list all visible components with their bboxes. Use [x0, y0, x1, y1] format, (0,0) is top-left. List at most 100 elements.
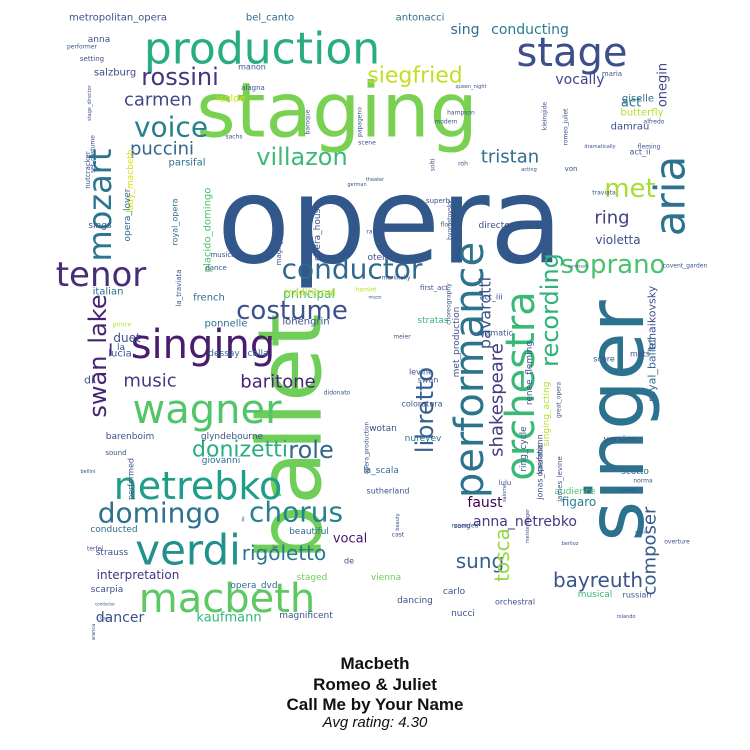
- cloud-word: operatic: [536, 444, 545, 477]
- cloud-word: salzburg: [94, 68, 136, 79]
- cloud-word: act: [621, 96, 641, 111]
- cloud-word: didonato: [324, 390, 351, 397]
- cloud-word: domingo: [98, 497, 221, 530]
- cloud-word: fleming: [638, 144, 661, 151]
- cloud-word: theater: [366, 177, 385, 183]
- cloud-word: duet: [113, 331, 141, 345]
- cloud-word: magnificent: [279, 611, 333, 621]
- cloud-word: ponnelle: [204, 319, 247, 330]
- cloud-word: giselle: [622, 94, 654, 105]
- cloud-word: great_opera: [556, 382, 563, 419]
- cloud-word: musical: [578, 590, 613, 600]
- cloud-word: libretto: [411, 367, 439, 453]
- cloud-word: score: [593, 355, 615, 364]
- cloud-word: shakespeare: [487, 343, 508, 457]
- cloud-word: mezzo: [368, 295, 382, 300]
- cloud-word: norma: [633, 478, 653, 485]
- cloud-word: anna: [88, 35, 110, 45]
- cloud-word: act_ii: [630, 148, 651, 157]
- cloud-word: coloratura: [402, 400, 443, 409]
- cloud-word: voice: [134, 111, 208, 144]
- cloud-word: choreography: [446, 283, 453, 325]
- cloud-word: florez: [441, 222, 458, 229]
- cloud-word: opera_lover: [123, 188, 133, 241]
- cloud-word: costume: [236, 296, 348, 326]
- cloud-word: role: [288, 436, 333, 464]
- cloud-word: alagna: [241, 84, 265, 92]
- cloud-word: conductor: [95, 602, 115, 607]
- cloud-word: chorus: [249, 496, 343, 529]
- cloud-word: alfredo: [644, 119, 665, 126]
- cloud-word: maria: [602, 70, 622, 78]
- cloud-word: romeo_juliet: [563, 108, 570, 146]
- cloud-word: renee_fleming: [525, 341, 535, 405]
- cloud-word: antonacci: [396, 13, 445, 24]
- cloud-word: siegfried: [367, 64, 462, 89]
- cloud-word: lucia: [108, 349, 132, 360]
- cloud-word: orchestra: [498, 291, 544, 480]
- cloud-word: opera_house: [313, 203, 323, 261]
- cloud-word: tchaikovsky: [646, 285, 659, 350]
- cloud-word: metropolitan_opera: [69, 13, 167, 24]
- cloud-word: sing: [451, 22, 480, 38]
- cloud-word: conducted: [90, 525, 137, 535]
- cloud-word: kaufmann: [196, 611, 261, 626]
- cloud-word: acting: [521, 167, 537, 173]
- cloud-word: hvorostovsky: [447, 200, 454, 240]
- cloud-word: lohengrin: [282, 317, 329, 328]
- cloud-word: overture: [664, 539, 690, 546]
- cloud-word: carlo: [443, 587, 466, 597]
- cloud-word: swan_lake: [84, 294, 112, 417]
- cloud-word: orchestral: [495, 598, 535, 607]
- cloud-word: garanca: [91, 624, 97, 640]
- cloud-word: placido_domingo: [203, 188, 214, 273]
- cloud-word: stage: [516, 30, 627, 76]
- cloud-word: soprano: [561, 250, 666, 280]
- cloud-word: dessay: [208, 349, 240, 359]
- cloud-word: royal_opera: [171, 198, 180, 245]
- cloud-word: dance: [205, 264, 226, 272]
- cloud-word: de: [344, 557, 354, 566]
- cloud-word: carmen: [124, 90, 192, 111]
- cloud-word: aria: [646, 156, 695, 236]
- cloud-word: opera: [217, 153, 563, 292]
- cloud-word: eurotrash: [568, 264, 588, 269]
- cloud-word: composer: [640, 506, 661, 595]
- caption-title-3: Call Me by Your Name: [286, 695, 464, 714]
- cloud-word: james_levine: [556, 456, 564, 503]
- cloud-word: covent_garden: [663, 263, 708, 270]
- cloud-word: sang: [454, 522, 471, 530]
- cloud-word: levine: [409, 368, 433, 377]
- cloud-word: dancer: [96, 610, 145, 626]
- cloud-word: recording: [536, 253, 564, 367]
- cloud-word: lulu: [499, 479, 512, 487]
- cloud-word: la_scala: [363, 466, 399, 476]
- cloud-word: hamlet: [355, 287, 377, 294]
- cloud-word: scene: [358, 140, 376, 147]
- cloud-word: beautiful: [289, 527, 329, 537]
- cloud-word: anna_netrebko: [473, 514, 577, 530]
- cloud-word: staged: [297, 573, 328, 583]
- cloud-word: la: [117, 343, 125, 353]
- cloud-word: dramatic: [477, 329, 513, 338]
- cloud-word: sutherland: [367, 487, 410, 496]
- cloud-word: set_costume: [90, 135, 97, 173]
- cloud-word: singing: [131, 322, 276, 368]
- cloud-word: violetta: [595, 233, 640, 247]
- cloud-word: nutcracker: [84, 151, 92, 189]
- cloud-word: wagner: [132, 387, 282, 433]
- cloud-word: setting: [80, 55, 104, 63]
- cloud-word: bellini: [81, 469, 96, 475]
- cloud-word: barenboim: [106, 432, 154, 442]
- cloud-word: version: [604, 435, 637, 445]
- cloud-word: papageno: [357, 107, 364, 137]
- cloud-word: la_traviata: [175, 269, 183, 306]
- cloud-word: sung: [456, 549, 504, 573]
- cloud-word: solti: [430, 158, 437, 171]
- cloud-word: vocal: [333, 532, 367, 547]
- cloud-word: glyndebourne: [201, 432, 264, 442]
- cloud-word: conductor: [282, 253, 423, 286]
- cloud-word: le: [272, 545, 278, 552]
- cloud-word: wotan: [369, 424, 397, 434]
